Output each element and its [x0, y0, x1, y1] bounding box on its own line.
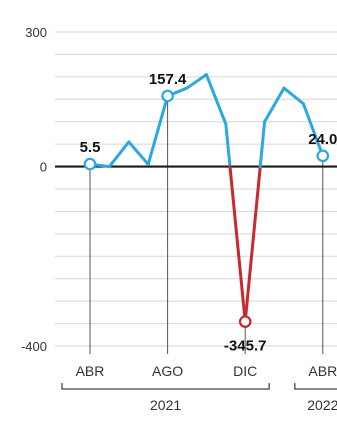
- y-tick-label: 300: [25, 25, 47, 40]
- gridlines: [55, 31, 337, 347]
- y-tick-label: -400: [21, 339, 47, 354]
- x-tick-label: DIC: [233, 363, 257, 379]
- year-bracket: [61, 383, 270, 390]
- data-labels: 5.5 157.4 -345.7 24.0: [80, 71, 337, 355]
- point-marker: [238, 315, 252, 328]
- series-segment-negative: [243, 165, 262, 324]
- series-segment: [263, 86, 286, 124]
- x-tick-label: ABR: [308, 363, 337, 379]
- year-label: 2022: [307, 397, 337, 413]
- x-tick-label: AGO: [152, 363, 183, 379]
- series-segment: [301, 102, 325, 158]
- series-segment: [185, 73, 208, 90]
- year-bracket: [294, 383, 337, 390]
- series-segment: [282, 86, 305, 106]
- y-axis: 300 0 -400: [21, 25, 47, 354]
- series-segment: [258, 120, 267, 169]
- series-segment: [127, 140, 150, 166]
- data-label: 5.5: [80, 139, 101, 156]
- drop-lines: [89, 95, 324, 354]
- highlight-markers: [83, 89, 330, 328]
- point-marker: [161, 89, 174, 103]
- data-label: 24.0: [308, 131, 337, 148]
- point-marker: [316, 149, 330, 163]
- y-tick-label: 0: [40, 160, 47, 175]
- series-segment: [146, 94, 170, 166]
- series-lines: [88, 73, 325, 324]
- point-marker: [83, 157, 97, 171]
- x-tick-label: ABR: [76, 363, 105, 379]
- data-label: -345.7: [224, 338, 267, 355]
- series-segment-negative: [228, 165, 247, 324]
- series-segment: [107, 140, 131, 169]
- x-axis: ABR AGO DIC ABR 2021 2022: [61, 363, 337, 413]
- series-segment: [224, 122, 232, 169]
- year-label: 2021: [150, 397, 181, 413]
- data-label: 157.4: [149, 71, 187, 88]
- series-segment: [204, 73, 228, 126]
